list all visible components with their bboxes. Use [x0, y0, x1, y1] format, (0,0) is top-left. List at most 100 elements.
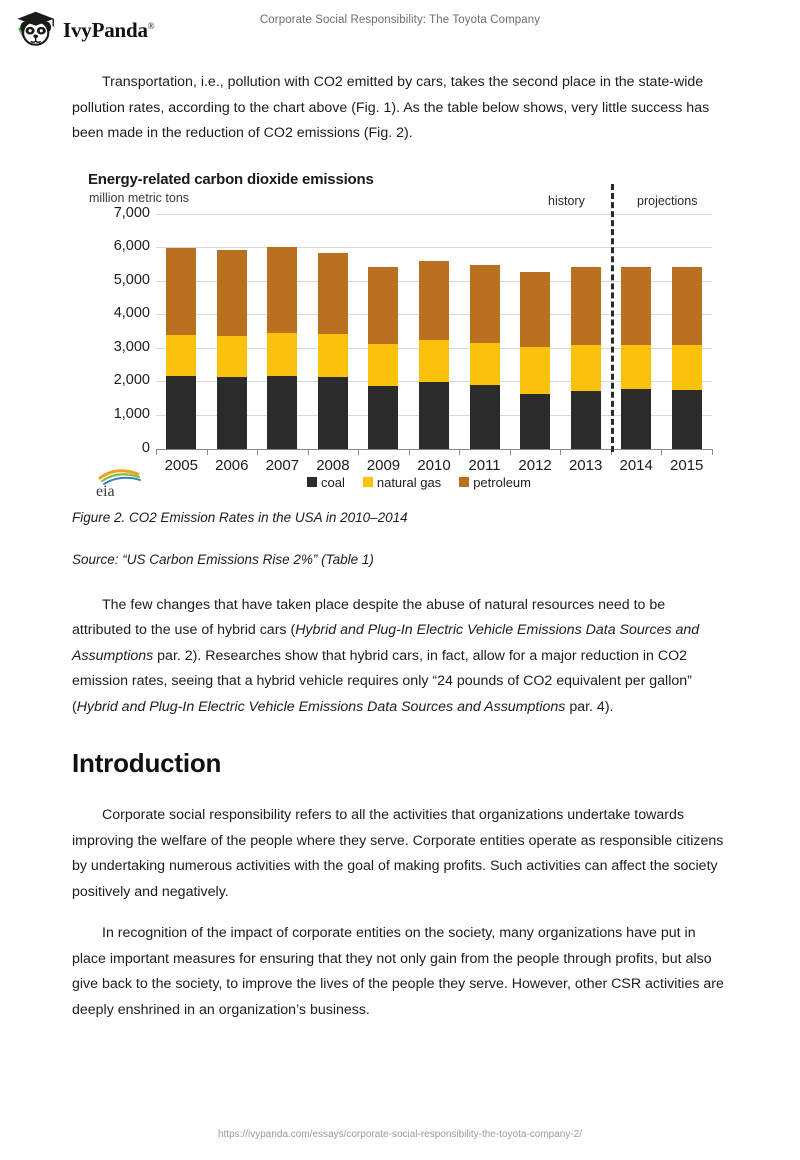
paragraph-hybrid-cars: The few changes that have taken place de…: [72, 593, 728, 721]
y-axis-tick-label: 2,000: [113, 372, 150, 389]
chart-bar: [520, 272, 551, 449]
bar-segment-coal: [469, 385, 500, 449]
bar-segment-natural-gas: [216, 335, 247, 377]
x-axis-tick-label: 2012: [518, 456, 552, 474]
figure-caption: Figure 2. CO2 Emission Rates in the USA …: [72, 509, 408, 525]
x-axis-tick: [610, 448, 612, 455]
chart-plot-area: 0 1,000 2,000 3,000 4,000 5,000 6,000 7,000 2005…: [114, 183, 713, 474]
bar-segment-natural-gas: [621, 345, 652, 389]
citation-title-1: Hybrid and Plug-In Electric Vehicle Emis…: [72, 622, 700, 664]
legend-item-coal: coal: [307, 475, 345, 490]
bar-segment-coal: [166, 376, 197, 449]
legend-label-coal: coal: [321, 474, 345, 490]
x-axis-tick: [156, 448, 157, 455]
legend-item-natural-gas: natural gas: [362, 474, 442, 490]
document-title: Corporate Social Responsibility: The Toy…: [259, 14, 541, 26]
paragraph-text: In recognition of the impact of corporat…: [72, 925, 724, 1018]
bar-segment-petroleum: [267, 247, 298, 333]
chart-legend: coal natural gas petroleum: [307, 475, 531, 490]
bar-segment-natural-gas: [317, 334, 348, 377]
legend-label-petroleum: petroleum: [473, 474, 531, 490]
bar-segment-natural-gas: [570, 344, 601, 392]
y-axis-tick-label: 6,000: [113, 238, 150, 255]
stacked-bar-chart: Energy-related carbon dioxide emissions …: [72, 168, 728, 499]
bar-segment-petroleum: [520, 272, 551, 347]
y-axis-tick-label: 7,000: [113, 204, 150, 221]
bar-segment-petroleum: [368, 266, 399, 345]
chart-gridline: [156, 213, 712, 215]
bar-segment-natural-gas: [469, 343, 500, 386]
page-header: IvyPanda® Corporate Social Responsibilit…: [0, 0, 800, 58]
x-axis-tick-label: 2007: [265, 456, 300, 474]
legend-label-natural-gas: natural gas: [376, 474, 442, 490]
x-axis-tick: [459, 448, 461, 455]
bar-segment-coal: [267, 376, 298, 449]
bar-segment-petroleum: [621, 266, 652, 346]
x-axis-tick: [712, 448, 713, 455]
svg-text:eia: eia: [96, 483, 115, 499]
history-label: history: [548, 193, 585, 208]
brand-name: IvyPanda®: [63, 17, 155, 42]
legend-swatch-coal: [307, 477, 317, 487]
chart-bar: [570, 267, 601, 449]
chart-bar: [368, 266, 399, 449]
y-axis-tick-label: 3,000: [113, 338, 150, 355]
paragraph-transportation: Transportation, i.e., pollution with CO2…: [72, 70, 728, 147]
chart-title: Energy-related carbon dioxide emissions: [88, 170, 374, 188]
bar-segment-petroleum: [317, 252, 348, 335]
paragraph-text: par. 4).: [565, 698, 614, 715]
paragraph-text: par. 2). Researches show that hybrid car…: [72, 647, 692, 715]
figure-2-block: Energy-related carbon dioxide emissions …: [72, 168, 728, 571]
bar-segment-coal: [317, 377, 348, 449]
x-axis-tick-label: 2015: [670, 456, 704, 474]
citation-title-2: Hybrid and Plug-In Electric Vehicle Emis…: [76, 698, 566, 715]
x-axis-tick-label: 2014: [619, 456, 653, 474]
bar-segment-natural-gas: [520, 346, 551, 395]
x-axis-tick-label: 2011: [468, 456, 501, 474]
x-axis-tick-label: 2006: [215, 456, 249, 474]
legend-swatch-natural-gas: [362, 477, 373, 487]
y-axis-tick-label: 0: [141, 439, 150, 456]
x-axis-tick-label: 2009: [366, 456, 401, 474]
x-axis-tick: [560, 448, 562, 455]
paragraph-csr-recognition: In recognition of the impact of corporat…: [72, 921, 728, 1023]
x-axis-tick: [257, 448, 259, 455]
bar-segment-natural-gas: [166, 334, 197, 377]
chart-bar: [469, 264, 500, 449]
legend-item-petroleum: petroleum: [459, 475, 531, 490]
eia-logo-icon: eia: [96, 468, 141, 499]
bar-segment-petroleum: [469, 264, 500, 344]
bar-segment-coal: [368, 386, 399, 449]
history-projections-divider: [610, 183, 614, 452]
x-axis-line: [156, 448, 712, 450]
x-axis-tick: [661, 448, 663, 455]
chart-bar: [671, 266, 702, 449]
footer-url[interactable]: https://ivypanda.com/essays/corporate-so…: [217, 1129, 583, 1140]
registered-mark: ®: [147, 20, 155, 31]
bar-segment-coal: [216, 377, 247, 449]
brand-logo-group[interactable]: IvyPanda®: [14, 10, 155, 50]
bar-segment-petroleum: [216, 250, 247, 336]
paragraph-text: Corporate social responsibility refers t…: [72, 807, 724, 900]
figure-source: Source: “US Carbon Emissions Rise 2%” (T…: [72, 551, 374, 567]
x-axis-tick-label: 2005: [164, 456, 198, 474]
chart-bar: [317, 252, 348, 449]
x-axis-tick: [408, 448, 410, 455]
bar-segment-petroleum: [570, 267, 601, 345]
x-axis-tick: [358, 448, 360, 455]
paragraph-text: The few changes that have taken place de…: [72, 596, 666, 639]
bar-segment-petroleum: [671, 266, 702, 345]
x-axis-tick: [307, 448, 309, 455]
bar-segment-coal: [671, 390, 702, 449]
paragraph-csr-definition: Corporate social responsibility refers t…: [72, 803, 728, 905]
chart-bar: [166, 247, 197, 449]
section-heading-introduction: Introduction: [72, 748, 222, 778]
chart-bar: [621, 266, 652, 449]
bar-segment-petroleum: [166, 247, 197, 335]
bar-segment-coal: [520, 394, 551, 449]
bar-segment-coal: [570, 391, 601, 449]
projections-label: projections: [637, 193, 698, 208]
chart-subtitle: million metric tons: [89, 190, 190, 205]
bar-segment-natural-gas: [267, 332, 298, 376]
legend-swatch-petroleum: [459, 477, 470, 487]
